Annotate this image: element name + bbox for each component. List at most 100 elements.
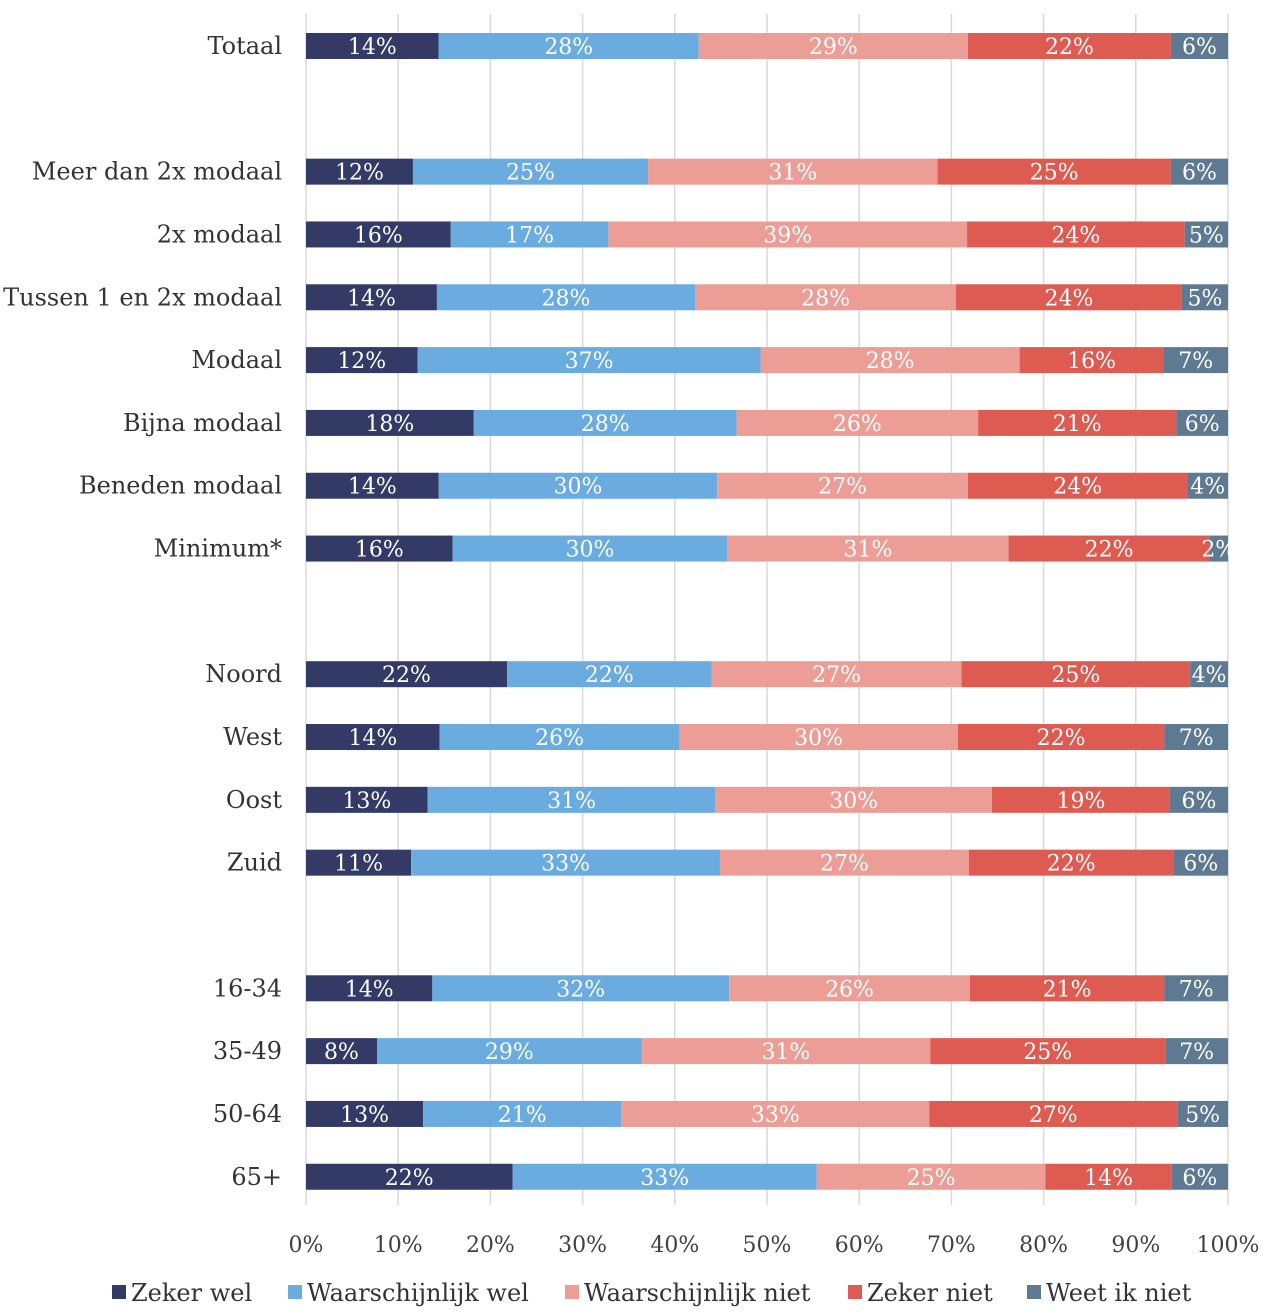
- bar-segment: [306, 409, 474, 436]
- data-label: 22%: [1085, 538, 1134, 563]
- data-label: 33%: [751, 1103, 800, 1128]
- data-label: 22%: [382, 663, 431, 688]
- bar-segment: [412, 158, 649, 185]
- bar-segment: [439, 724, 680, 751]
- bar-segment: [968, 849, 1174, 876]
- bar-segment: [1164, 724, 1228, 751]
- category-label: Tussen 1 en 2x modaal: [3, 283, 282, 311]
- bar-segment: [1170, 158, 1228, 185]
- data-label: 24%: [1053, 475, 1102, 500]
- bar-segment: [306, 1100, 424, 1127]
- data-label: 31%: [547, 789, 596, 814]
- x-tick-label: 0%: [289, 1233, 324, 1258]
- data-label: 12%: [335, 161, 384, 186]
- bar-segment: [1045, 1163, 1172, 1190]
- data-label: 6%: [1182, 161, 1217, 186]
- bar-segment: [969, 975, 1165, 1002]
- bar-segment: [306, 472, 439, 499]
- bar-segment: [1163, 347, 1228, 374]
- legend-label: Weet ik niet: [1046, 1279, 1192, 1307]
- data-label: 27%: [818, 475, 867, 500]
- bar-segment: [306, 158, 413, 185]
- bar-segment: [715, 786, 992, 813]
- data-label: 6%: [1185, 412, 1220, 437]
- bar-segment: [736, 409, 979, 436]
- data-label: 11%: [334, 852, 383, 877]
- data-label: 37%: [565, 349, 614, 374]
- category-label: 50-64: [213, 1100, 282, 1128]
- bar-segment: [929, 1100, 1178, 1127]
- bar-segment: [608, 221, 968, 248]
- data-label: 22%: [1047, 852, 1096, 877]
- data-label: 7%: [1179, 1040, 1214, 1065]
- bar-segment: [1008, 535, 1210, 562]
- category-label: Noord: [205, 660, 282, 688]
- bar-segment: [1173, 849, 1228, 876]
- data-label: 22%: [385, 1166, 434, 1191]
- bar-segment: [1176, 409, 1228, 436]
- category-label: 2x modaal: [157, 220, 282, 248]
- data-label: 12%: [337, 349, 386, 374]
- bar-segment: [1171, 1163, 1228, 1190]
- data-label: 30%: [794, 726, 843, 751]
- category-label: Meer dan 2x modaal: [32, 158, 282, 186]
- legend-label: Waarschijnlijk niet: [584, 1279, 811, 1307]
- data-label: 25%: [907, 1166, 956, 1191]
- bar-segment: [1187, 472, 1228, 499]
- data-label: 14%: [348, 726, 397, 751]
- data-label: 26%: [833, 412, 882, 437]
- data-label: 14%: [348, 35, 397, 60]
- bar-segment: [512, 1163, 817, 1190]
- data-label: 16%: [355, 538, 404, 563]
- bar-segment: [438, 472, 718, 499]
- data-label: 7%: [1178, 349, 1213, 374]
- bar-segment: [956, 284, 1182, 311]
- data-label: 18%: [365, 412, 414, 437]
- bar-segment: [1165, 1038, 1228, 1065]
- data-label: 13%: [342, 789, 391, 814]
- data-label: 30%: [566, 538, 615, 563]
- data-label: 17%: [505, 223, 554, 248]
- bar-segment: [1209, 535, 1228, 562]
- legend-swatch: [1027, 1285, 1041, 1299]
- x-tick-label: 80%: [1019, 1233, 1068, 1258]
- data-label: 22%: [585, 663, 634, 688]
- bar-segment: [306, 1163, 513, 1190]
- x-axis-ticks: 0% 10% 20% 30% 40% 50% 60% 70% 80% 90% 100%: [289, 1233, 1260, 1258]
- data-label: 33%: [640, 1166, 689, 1191]
- bars: 14% 28% 29% 22% 6% 12% 25% 31% 25% 6% 16% 17% 39% 24%…: [306, 33, 1236, 1191]
- bar-segment: [452, 535, 728, 562]
- data-label: 28%: [866, 349, 915, 374]
- data-label: 2%: [1201, 538, 1236, 563]
- bar-segment: [306, 1038, 377, 1065]
- category-label: 35-49: [213, 1037, 282, 1065]
- legend-label: Zeker niet: [867, 1279, 993, 1307]
- data-label: 28%: [801, 286, 850, 311]
- data-label: 13%: [340, 1103, 389, 1128]
- x-tick-label: 100%: [1197, 1233, 1260, 1258]
- data-label: 4%: [1190, 475, 1225, 500]
- bar-segment: [473, 409, 737, 436]
- x-tick-label: 70%: [927, 1233, 976, 1258]
- bar-segment: [816, 1163, 1046, 1190]
- data-label: 21%: [1043, 977, 1092, 1002]
- bar-segment: [438, 33, 699, 59]
- bar-segment: [506, 661, 712, 688]
- bar-segment: [411, 849, 720, 876]
- data-label: 21%: [498, 1103, 547, 1128]
- data-label: 26%: [535, 726, 584, 751]
- data-label: 27%: [1029, 1103, 1078, 1128]
- category-label: Totaal: [207, 32, 282, 60]
- data-label: 39%: [763, 223, 812, 248]
- data-label: 14%: [348, 475, 397, 500]
- data-label: 24%: [1045, 286, 1094, 311]
- bar-segment: [1169, 786, 1228, 813]
- bar-segment: [698, 33, 968, 59]
- bar-segment: [679, 724, 958, 751]
- bar-segment: [978, 409, 1177, 436]
- data-label: 28%: [544, 35, 593, 60]
- bar-segment: [648, 158, 938, 185]
- bar-segment: [306, 33, 439, 59]
